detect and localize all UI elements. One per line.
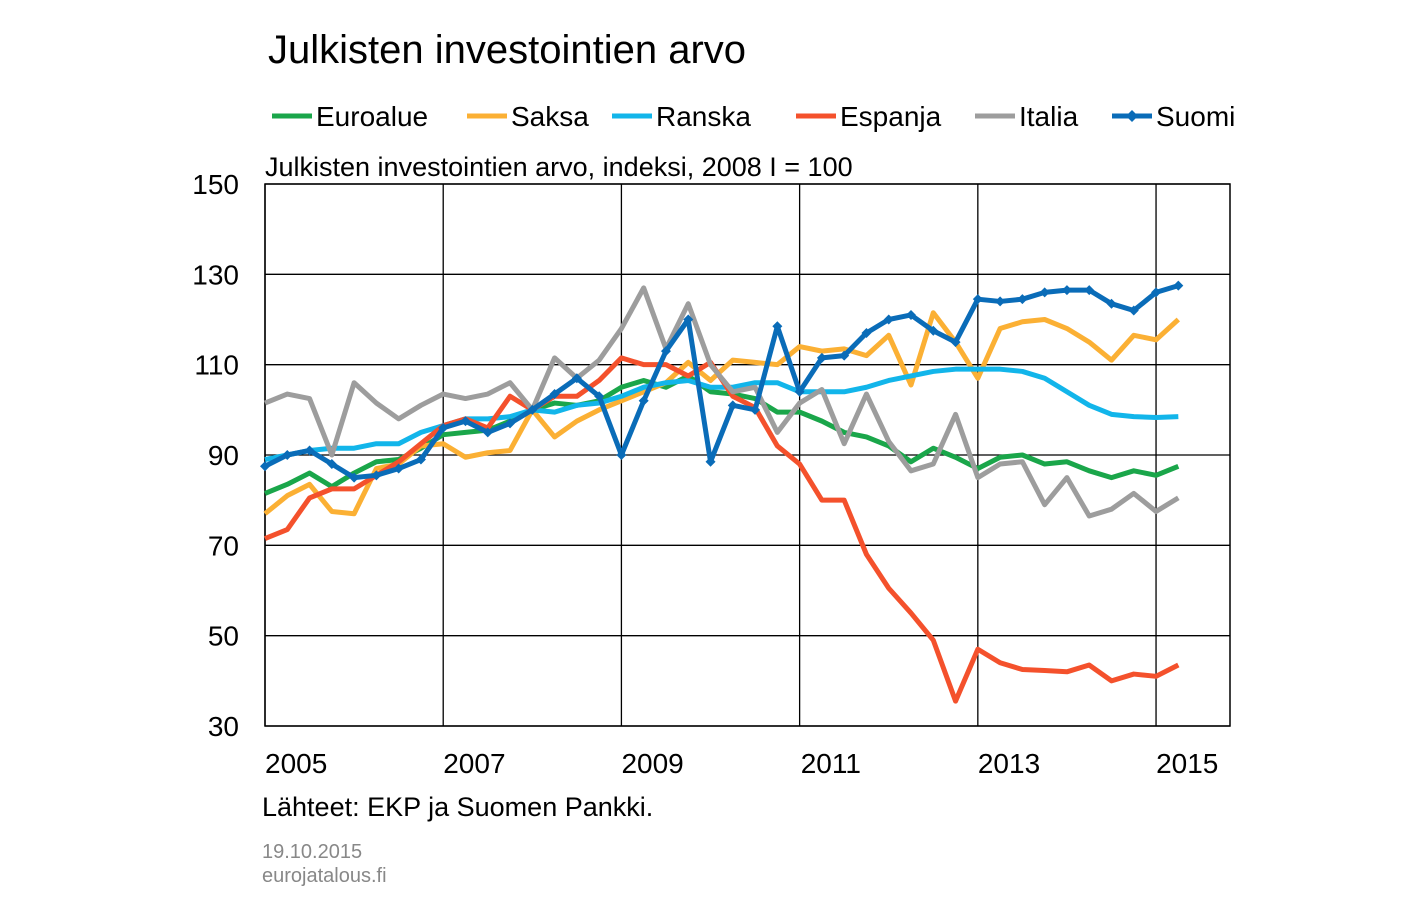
marker (1173, 280, 1184, 291)
y-tick-label: 70 (208, 530, 239, 561)
marker (260, 461, 270, 472)
legend-label: Italia (1019, 101, 1079, 132)
legend-label: Espanja (840, 101, 942, 132)
marker (950, 337, 961, 348)
series-line (264, 366, 1179, 462)
marker (1017, 294, 1028, 305)
x-tick-label: 2007 (443, 748, 505, 779)
marker (304, 445, 315, 456)
series-line (264, 285, 1180, 519)
website: eurojatalous.fi (262, 865, 387, 887)
marker (349, 472, 360, 483)
marker (549, 389, 560, 400)
marker (482, 427, 493, 438)
marker (616, 450, 627, 460)
marker (460, 416, 471, 427)
marker (883, 314, 894, 325)
y-tick-label: 110 (194, 350, 239, 381)
series-line (264, 355, 1180, 704)
y-tick-label: 150 (192, 169, 239, 200)
marker (505, 418, 516, 429)
marker (816, 352, 827, 363)
x-tick-label: 2005 (265, 748, 327, 779)
marker (861, 328, 872, 339)
marker (326, 459, 337, 470)
chart-title: Julkisten investointien arvo (268, 28, 746, 72)
marker (571, 373, 582, 384)
legend-label: Saksa (511, 101, 589, 132)
marker (750, 404, 761, 415)
marker (972, 294, 983, 305)
legend-marker (1126, 110, 1138, 122)
x-tick-label: 2015 (1156, 748, 1218, 779)
marker (282, 450, 293, 460)
marker (1106, 298, 1117, 309)
marker (1128, 305, 1139, 316)
legend-label: Ranska (656, 101, 751, 132)
marker (1039, 287, 1050, 298)
series-line (263, 310, 1181, 517)
marker (438, 422, 449, 433)
marker (660, 346, 671, 357)
legend-label: Suomi (1156, 101, 1235, 132)
marker (527, 404, 538, 415)
subtitle: Julkisten investointien arvo, indeksi, 2… (265, 152, 853, 182)
marker (995, 296, 1006, 307)
marker (415, 454, 426, 465)
y-tick-label: 130 (192, 259, 239, 290)
marker (371, 470, 382, 481)
marker (839, 350, 850, 361)
marker (772, 321, 783, 332)
marker (794, 386, 805, 397)
marker (705, 456, 716, 467)
marker (1151, 287, 1162, 298)
marker (1061, 285, 1072, 296)
marker (638, 395, 649, 406)
plot-frame (264, 183, 1231, 727)
marker (1084, 285, 1095, 296)
marker (393, 463, 404, 474)
x-tick-label: 2011 (801, 748, 861, 779)
source: Lähteet: EKP ja Suomen Pankki. (262, 792, 653, 822)
marker (594, 391, 605, 402)
legend-label: Euroalue (316, 101, 428, 132)
x-tick-label: 2013 (978, 748, 1040, 779)
y-tick-label: 50 (208, 621, 239, 652)
marker (928, 325, 939, 336)
y-tick-label: 90 (208, 440, 239, 471)
x-tick-label: 2009 (621, 748, 683, 779)
marker (906, 309, 917, 320)
y-tick-label: 30 (208, 711, 239, 742)
marker (727, 400, 738, 411)
date: 19.10.2015 (262, 841, 362, 863)
marker (683, 314, 694, 325)
